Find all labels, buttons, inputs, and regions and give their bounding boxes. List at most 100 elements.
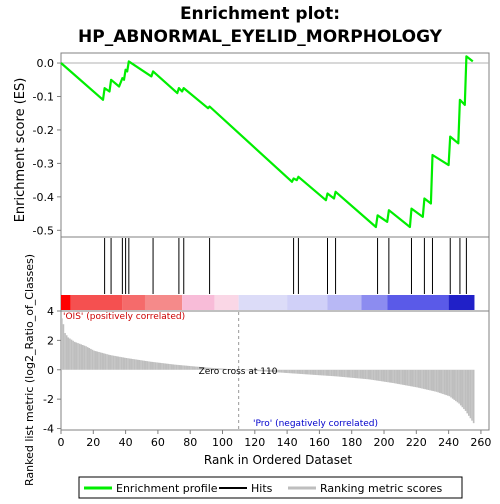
ranking-metric-bar bbox=[437, 370, 439, 393]
legend-label-hits: Hits bbox=[251, 482, 273, 495]
ranking-metric-bar bbox=[352, 370, 354, 378]
ranking-metric-bar bbox=[382, 370, 384, 382]
ranking-metric-bar bbox=[134, 359, 136, 370]
chart-title-line2: HP_ABNORMAL_EYELID_MORPHOLOGY bbox=[78, 27, 443, 47]
ranking-metric-bar bbox=[108, 355, 110, 370]
ranking-metric-bar bbox=[389, 370, 391, 383]
ranking-metric-bar bbox=[342, 370, 344, 377]
ranking-metric-bar bbox=[429, 370, 431, 391]
ranking-metric-bar bbox=[415, 370, 417, 387]
ranking-metric-bar bbox=[126, 358, 128, 370]
rank-y-tick-label: 2 bbox=[47, 334, 54, 347]
ranking-metric-bar bbox=[462, 370, 464, 407]
ranking-metric-bar bbox=[182, 365, 184, 369]
ranking-metric-bar bbox=[277, 370, 279, 373]
legend-label-enrichment: Enrichment profile bbox=[116, 482, 218, 495]
ranking-metric-bar bbox=[139, 360, 141, 370]
chart-title-line1: Enrichment plot: bbox=[180, 4, 340, 24]
ranking-metric-bar bbox=[368, 370, 370, 380]
ranking-metric-bar bbox=[135, 359, 137, 369]
ranking-metric-bar bbox=[95, 351, 97, 370]
heat-strip-segment bbox=[61, 295, 71, 310]
ranking-metric-bar bbox=[329, 370, 331, 376]
ranking-metric-bar bbox=[111, 355, 113, 369]
ranking-metric-bar bbox=[306, 370, 308, 375]
es-y-axis: 0.0-0.1-0.2-0.3-0.4-0.5 bbox=[33, 57, 61, 237]
ranking-metric-bar bbox=[190, 366, 192, 370]
heat-strip-segment bbox=[122, 295, 145, 310]
ranking-metric-bar bbox=[118, 357, 120, 370]
ranking-metric-bar bbox=[76, 342, 78, 369]
ranking-metric-bar bbox=[428, 370, 430, 390]
ranking-metric-bar bbox=[290, 370, 292, 374]
ranking-metric-bar bbox=[163, 363, 165, 370]
ranking-metric-bar bbox=[371, 370, 373, 380]
ranking-metric-bar bbox=[316, 370, 318, 375]
ranking-metric-bar bbox=[121, 357, 123, 370]
rank-x-tick-label: 20 bbox=[86, 436, 100, 449]
ranking-metric-bar bbox=[468, 370, 470, 416]
ranking-metric-bar bbox=[445, 370, 447, 395]
ranking-metric-bar bbox=[313, 370, 315, 375]
ranking-metric-bar bbox=[366, 370, 368, 379]
ranking-metric-bar bbox=[164, 363, 166, 369]
es-panel: 0.0-0.1-0.2-0.3-0.4-0.5 Enrichment score… bbox=[13, 53, 489, 237]
ranking-metric-bar bbox=[287, 370, 289, 373]
ranking-metric-bar bbox=[360, 370, 362, 379]
ranking-metric-bar bbox=[374, 370, 376, 381]
ranking-metric-bar bbox=[169, 364, 171, 370]
ranking-metric-bar bbox=[71, 340, 73, 370]
negative-class-label: 'Pro' (negatively correlated) bbox=[253, 419, 378, 429]
rank-y-tick-label: -4 bbox=[43, 423, 54, 436]
ranking-metric-bar bbox=[318, 370, 320, 375]
heat-strip-segment bbox=[214, 295, 238, 310]
ranking-metric-bar bbox=[100, 352, 102, 369]
ranking-metric-bar bbox=[426, 370, 428, 390]
ranking-metric-bar bbox=[444, 370, 446, 395]
ranking-metric-bar bbox=[300, 370, 302, 374]
ranking-metric-bar bbox=[148, 361, 150, 369]
ranking-metric-bar bbox=[326, 370, 328, 376]
ranking-metric-bar bbox=[355, 370, 357, 378]
ranking-metric-bar bbox=[431, 370, 433, 391]
heat-strip-segment bbox=[145, 295, 182, 310]
ranking-metric-bar bbox=[132, 359, 134, 370]
es-y-tick-label: -0.1 bbox=[33, 90, 54, 103]
ranking-metric-bar bbox=[460, 370, 462, 406]
ranking-metric-bar bbox=[395, 370, 397, 384]
heat-strip-segment bbox=[71, 295, 123, 310]
ranking-metric-bar bbox=[72, 341, 74, 370]
ranking-metric-bar bbox=[332, 370, 334, 376]
ranking-metric-bar bbox=[179, 365, 181, 370]
legend-label-ranking: Ranking metric scores bbox=[320, 482, 442, 495]
rank-x-axis-label: Rank in Ordered Dataset bbox=[204, 453, 352, 467]
ranking-metric-bar bbox=[345, 370, 347, 377]
ranking-metric-bar bbox=[116, 356, 118, 370]
es-y-axis-label: Enrichment score (ES) bbox=[13, 78, 28, 223]
heat-strip-segment bbox=[387, 295, 448, 310]
ranking-metric-bar bbox=[465, 370, 467, 411]
ranking-metric-bar bbox=[363, 370, 365, 379]
ranking-metric-bar bbox=[282, 370, 284, 373]
ranking-metric-bar bbox=[449, 370, 451, 396]
ranking-metric-bar bbox=[124, 358, 126, 370]
ranking-metric-bar bbox=[184, 366, 186, 370]
es-panel-frame bbox=[61, 53, 489, 237]
ranking-metric-bar bbox=[308, 370, 310, 375]
ranking-metric-bar bbox=[413, 370, 415, 387]
rank-x-tick-label: 40 bbox=[119, 436, 133, 449]
ranking-metric-bar bbox=[376, 370, 378, 381]
ranking-metric-bar bbox=[79, 344, 81, 370]
ranking-metric-bar bbox=[177, 365, 179, 370]
ranking-metric-bar bbox=[101, 353, 103, 370]
ranking-metric-bar bbox=[192, 366, 194, 370]
ranking-metric-bar bbox=[458, 370, 460, 404]
rank-x-tick-label: 260 bbox=[470, 436, 491, 449]
rank-x-tick-label: 80 bbox=[183, 436, 197, 449]
ranking-metric-bar bbox=[432, 370, 434, 391]
ranking-metric-bar bbox=[350, 370, 352, 378]
ranking-metric-bar bbox=[174, 365, 176, 370]
